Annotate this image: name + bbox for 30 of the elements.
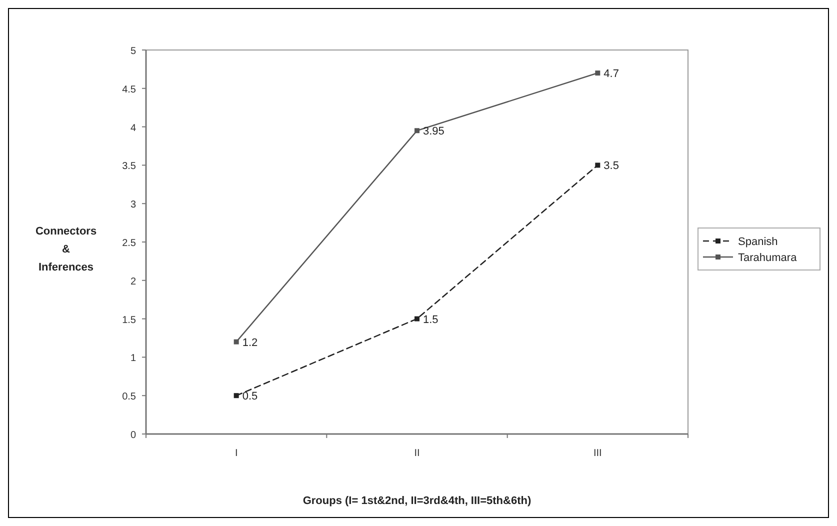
data-label: 4.7 [604,68,619,80]
x-tick-label: I [234,448,238,459]
y-axis-title: Connectors & Inferences [35,225,97,274]
data-label: 3.5 [604,160,619,172]
point [595,70,600,76]
y-tick-label: 4 [130,122,136,134]
data-label: 1.2 [242,336,258,349]
data-label: 1.5 [423,314,438,326]
x-axis-title: Groups (I= 1st&2nd, II=3rd&4th, III=5th&6th) [302,495,532,507]
y-tick-label: 4.5 [122,84,136,96]
y-tick-label: 1.5 [122,314,136,326]
y-tick-label: 2.5 [122,238,136,249]
y-tick-label: 3 [130,200,136,211]
y-tick-label: 0.5 [122,392,136,403]
y-tick-label: 3.5 [122,161,136,172]
point [414,316,420,322]
point [234,393,239,398]
data-label: 0.5 [242,390,258,403]
legend-label: Spanish [738,236,778,248]
x-tick-label: II [414,448,420,459]
y-tick-label: 0 [130,430,136,441]
y-tick-label: 1 [130,353,136,364]
data-label: 3.95 [423,126,444,138]
point [414,128,420,134]
legend-label: Tarahumara [738,252,798,264]
point [234,339,239,344]
x-tick-label: III [593,448,602,459]
point [595,162,600,168]
y-tick-label: 2 [130,276,136,288]
y-tick-label: 5 [130,46,136,57]
